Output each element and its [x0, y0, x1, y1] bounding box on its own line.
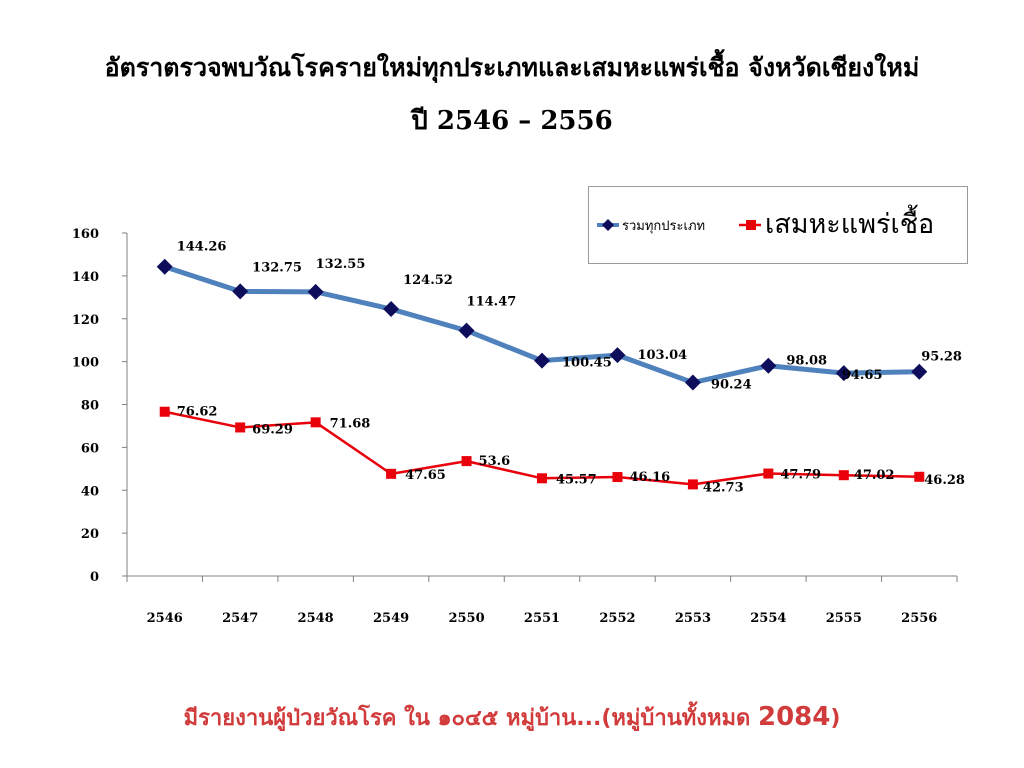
data-point-total [684, 374, 701, 391]
x-tick-label: 2554 [750, 611, 786, 626]
data-label-total: 124.52 [403, 273, 453, 288]
data-point-smear [914, 471, 925, 482]
data-point-total [307, 283, 324, 300]
x-tick-label: 2546 [147, 611, 183, 626]
data-point-smear [838, 470, 849, 481]
y-tick-label: 40 [81, 484, 99, 499]
data-label-total: 94.65 [842, 368, 883, 383]
data-point-smear [612, 472, 623, 483]
x-tick-label: 2549 [373, 611, 409, 626]
chart-title-line2: ปี 2546 – 2556 [411, 106, 613, 136]
data-label-total: 95.28 [921, 350, 962, 365]
x-tick-label: 2556 [901, 611, 937, 626]
x-tick-label: 2555 [826, 611, 862, 626]
data-label-total: 132.75 [252, 260, 302, 275]
data-label-total: 103.04 [637, 348, 687, 363]
legend-label-total: รวมทุกประเภท [622, 219, 705, 234]
chart-title-line1: อัตราตรวจพบวัณโรครายใหม่ทุกประเภทและเสมห… [104, 53, 920, 82]
data-label-smear: 47.02 [854, 468, 895, 483]
data-label-smear: 69.29 [252, 422, 293, 437]
data-label-total: 100.45 [562, 356, 612, 371]
legend-marker-smear [746, 220, 756, 230]
y-tick-label: 20 [81, 527, 99, 542]
data-label-total: 90.24 [711, 378, 752, 393]
data-point-smear [386, 468, 397, 479]
data-point-smear [763, 468, 774, 479]
legend-marker-total [602, 219, 614, 231]
data-point-smear [461, 456, 472, 467]
data-label-smear: 46.28 [924, 473, 965, 488]
data-label-smear: 47.79 [780, 468, 821, 483]
data-label-smear: 76.62 [177, 405, 218, 420]
data-point-total [534, 352, 550, 369]
y-tick-label: 120 [72, 313, 99, 328]
data-label-smear: 45.57 [556, 472, 597, 487]
y-tick-label: 140 [72, 270, 99, 285]
chart-legend: รวมทุกประเภท เสมหะแพร่เชื้อ [588, 186, 968, 264]
caption-text: มีรายงานผู้ป่วยวัณโรค ใน ๑๐๔๕ หมู่บ้าน..… [183, 706, 758, 731]
y-tick-label: 60 [81, 441, 99, 456]
data-point-total [835, 365, 852, 382]
y-tick-label: 80 [81, 399, 99, 414]
data-point-total [760, 357, 777, 374]
x-tick-label: 2548 [298, 611, 334, 626]
x-tick-label: 2547 [222, 611, 258, 626]
data-label-total: 98.08 [786, 354, 827, 369]
data-label-smear: 53.6 [479, 454, 511, 469]
caption-total-villages: 2084 [757, 702, 831, 732]
caption-close: ) [830, 706, 841, 731]
data-point-smear [687, 479, 698, 490]
data-label-smear: 42.73 [703, 480, 744, 495]
data-point-smear [235, 422, 246, 433]
data-label-total: 144.26 [177, 240, 227, 255]
data-point-total [458, 322, 475, 339]
x-tick-label: 2552 [599, 611, 635, 626]
data-label-smear: 46.16 [629, 470, 670, 485]
x-tick-label: 2551 [524, 611, 560, 626]
y-tick-label: 100 [72, 356, 99, 371]
data-point-total [911, 363, 928, 380]
data-label-smear: 47.65 [405, 468, 446, 483]
data-point-smear [159, 406, 170, 417]
data-label-smear: 71.68 [330, 416, 371, 431]
legend-graphic: รวมทุกประเภท เสมหะแพร่เชื้อ [597, 204, 934, 240]
data-point-total [609, 347, 626, 364]
x-tick-label: 2553 [675, 611, 711, 626]
data-point-total [232, 283, 249, 300]
x-tick-label: 2550 [448, 611, 484, 626]
data-label-total: 114.47 [467, 295, 517, 310]
caption: มีรายงานผู้ป่วยวัณโรค ใน ๑๐๔๕ หมู่บ้าน..… [0, 700, 1024, 735]
legend-label-smear: เสมหะแพร่เชื้อ [765, 204, 934, 240]
y-tick-label: 160 [72, 227, 99, 242]
data-label-total: 132.55 [316, 257, 366, 272]
data-point-smear [537, 473, 547, 484]
data-point-total [156, 258, 173, 275]
data-point-smear [310, 417, 321, 428]
data-point-total [383, 301, 400, 318]
y-tick-label: 0 [90, 570, 99, 585]
